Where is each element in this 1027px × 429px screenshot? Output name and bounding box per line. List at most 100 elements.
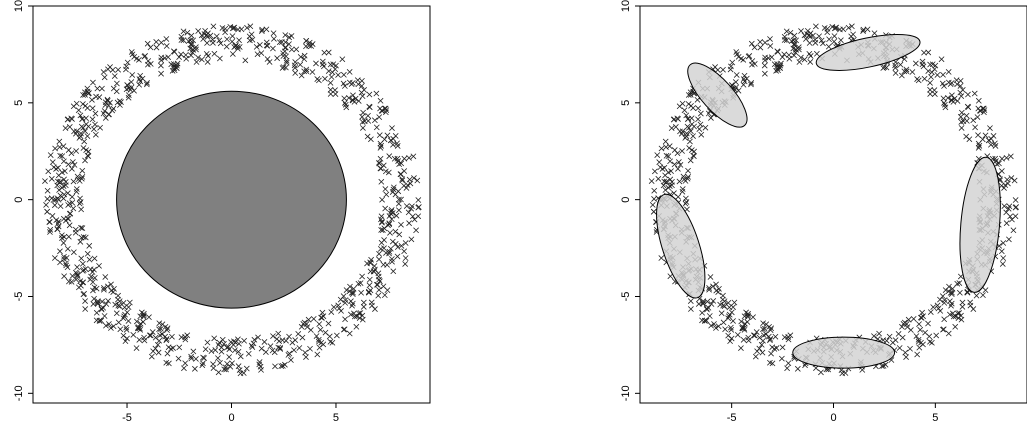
data-point xyxy=(951,95,958,102)
data-point xyxy=(1000,240,1007,246)
data-point xyxy=(61,256,68,263)
data-point xyxy=(734,331,741,338)
data-point xyxy=(738,345,744,351)
panel-1: -5 0 5 -10 -5 0 5 10 xyxy=(13,0,431,424)
data-point xyxy=(204,59,211,65)
data-point xyxy=(386,221,393,228)
data-point xyxy=(227,24,234,30)
data-point xyxy=(941,83,947,89)
data-point xyxy=(87,266,94,273)
data-point xyxy=(786,55,793,62)
data-point xyxy=(329,339,336,346)
data-point xyxy=(741,72,748,79)
data-point xyxy=(78,206,85,213)
data-point xyxy=(394,140,400,147)
data-point xyxy=(333,62,339,69)
data-point xyxy=(661,164,668,171)
data-point xyxy=(725,332,732,339)
data-point xyxy=(133,318,140,325)
data-point xyxy=(767,327,774,333)
data-point xyxy=(784,365,791,372)
data-point xyxy=(200,354,206,361)
data-point xyxy=(106,111,112,118)
data-point xyxy=(377,97,384,104)
data-point xyxy=(688,102,694,109)
data-point xyxy=(106,321,112,327)
data-point xyxy=(156,337,163,344)
data-point xyxy=(798,54,804,61)
data-point xyxy=(937,296,943,303)
data-point xyxy=(728,326,735,333)
data-point xyxy=(986,137,992,144)
data-point xyxy=(728,63,734,70)
data-point xyxy=(123,63,130,70)
data-point xyxy=(744,319,751,325)
data-point xyxy=(263,26,270,33)
data-point xyxy=(778,60,784,67)
y-tick-label: 0 xyxy=(620,197,632,203)
data-point xyxy=(200,360,206,367)
data-point xyxy=(925,320,931,327)
data-point xyxy=(757,44,764,51)
data-point xyxy=(282,44,289,51)
data-point xyxy=(971,90,978,97)
data-point xyxy=(193,59,200,65)
data-point xyxy=(328,74,335,80)
data-point xyxy=(687,89,694,96)
data-point xyxy=(215,369,222,376)
data-point xyxy=(791,42,798,49)
data-point xyxy=(327,61,334,68)
data-point xyxy=(662,172,668,179)
data-point xyxy=(781,334,788,341)
data-point xyxy=(79,267,86,274)
data-point xyxy=(204,339,211,346)
data-point xyxy=(973,292,980,299)
data-point xyxy=(934,72,941,78)
data-point xyxy=(250,340,257,347)
data-point xyxy=(140,319,146,325)
data-point xyxy=(56,187,62,193)
data-point xyxy=(346,69,353,75)
data-point xyxy=(933,332,940,339)
data-point xyxy=(376,132,383,139)
data-point xyxy=(280,53,287,59)
data-point xyxy=(398,160,405,167)
data-point xyxy=(358,83,365,89)
data-point xyxy=(282,32,289,38)
data-point xyxy=(190,37,197,44)
data-point xyxy=(831,33,838,39)
data-point xyxy=(348,311,354,318)
data-point xyxy=(837,37,844,44)
data-point xyxy=(981,109,987,116)
data-point xyxy=(59,184,65,191)
data-point xyxy=(1004,176,1011,183)
data-point xyxy=(710,298,717,304)
data-point xyxy=(44,187,51,194)
data-point xyxy=(358,289,365,296)
data-point xyxy=(850,31,856,38)
data-point xyxy=(288,357,294,363)
data-point xyxy=(919,61,926,68)
data-point xyxy=(175,355,182,362)
data-point xyxy=(83,115,89,122)
data-point xyxy=(394,253,401,260)
data-point xyxy=(994,161,1000,168)
data-point xyxy=(382,109,389,116)
data-point xyxy=(94,299,101,306)
data-point xyxy=(382,186,389,192)
data-point xyxy=(897,61,904,68)
data-point xyxy=(959,87,966,93)
data-point xyxy=(975,144,982,151)
data-point xyxy=(831,38,837,45)
data-point xyxy=(791,32,798,39)
data-point xyxy=(401,248,408,255)
data-point xyxy=(1011,177,1018,184)
data-point xyxy=(667,158,673,165)
data-point xyxy=(883,337,890,344)
data-point xyxy=(223,344,230,351)
data-point xyxy=(205,30,211,37)
data-point xyxy=(342,100,348,106)
data-point xyxy=(883,64,890,71)
data-point xyxy=(350,285,357,292)
data-point xyxy=(996,160,1002,167)
